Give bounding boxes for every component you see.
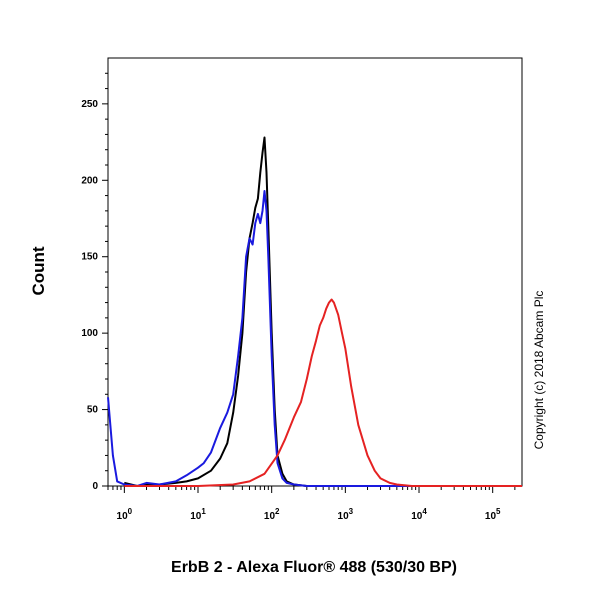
y-axis: 0 50 100 150 200 250 [81, 72, 108, 492]
unstained-control-line [107, 190, 522, 487]
y-tick-label: 200 [81, 175, 98, 186]
histogram-series [107, 136, 522, 487]
y-tick-label: 150 [81, 252, 98, 263]
isotype-control-line [124, 136, 522, 487]
x-axis-title: ErbB 2 - Alexa Fluor® 488 (530/30 BP) [171, 559, 457, 576]
plot-frame [107, 57, 523, 487]
x-tick-label: 104 [411, 507, 427, 522]
y-tick-label: 50 [87, 405, 99, 416]
x-tick-label: 102 [264, 507, 280, 522]
x-axis: 100 101 102 103 104 105 [107, 486, 516, 522]
y-tick-label: 250 [81, 99, 98, 110]
y-tick-label: 100 [81, 328, 98, 339]
x-tick-label: 100 [117, 507, 133, 522]
y-tick-label: 0 [92, 481, 98, 492]
copyright-notice: Copyright (c) 2018 Abcam Plc [532, 291, 546, 450]
erbb2-stained-line [124, 298, 522, 487]
x-tick-label: 105 [485, 507, 501, 522]
x-tick-label: 103 [338, 507, 354, 522]
plot-border [107, 57, 523, 487]
y-axis-title: Count [29, 246, 48, 295]
x-tick-label: 101 [190, 507, 206, 522]
